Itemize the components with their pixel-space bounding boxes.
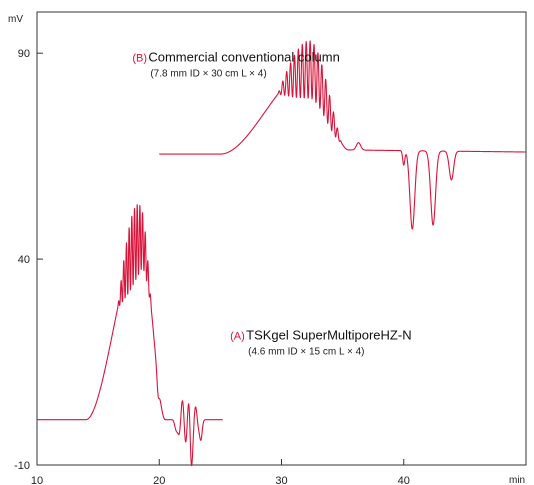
axis-ticks: 10 20 30 40 -10 40 90 [14, 48, 410, 485]
trace-a [36, 204, 224, 467]
x-tick-label: 30 [275, 475, 287, 485]
x-tick-label: 10 [31, 475, 43, 485]
chromatogram-annotations: (B) Commercial conventional column (7.8 mm… [132, 49, 411, 357]
x-axis-unit-label: min [509, 475, 525, 485]
chromatogram-traces [36, 40, 527, 467]
x-tick-label: 20 [153, 475, 165, 485]
annotation-letter: (A) [230, 330, 245, 342]
trace-b [158, 40, 527, 230]
plot-frame [36, 11, 527, 466]
annotation-letter: (B) [132, 52, 147, 64]
y-tick-label: 40 [18, 254, 30, 266]
y-axis-unit-label: mV [8, 14, 23, 25]
y-tick-label: 90 [18, 48, 30, 60]
annotation-a: (A) TSKgel SuperMultiporeHZ-N (4.6 mm ID ×… [230, 327, 411, 357]
annotation-b: (B) Commercial conventional column (7.8 mm… [132, 49, 339, 79]
annotation-title: TSKgel SuperMultiporeHZ-N [246, 327, 411, 342]
y-tick-label: -10 [14, 460, 30, 472]
annotation-subtitle: (7.8 mm ID × 30 cm L × 4) [150, 68, 266, 79]
annotation-subtitle: (4.6 mm ID × 15 cm L × 4) [248, 346, 364, 357]
annotation-title: Commercial conventional column [148, 49, 339, 64]
x-tick-label: 40 [398, 475, 410, 485]
